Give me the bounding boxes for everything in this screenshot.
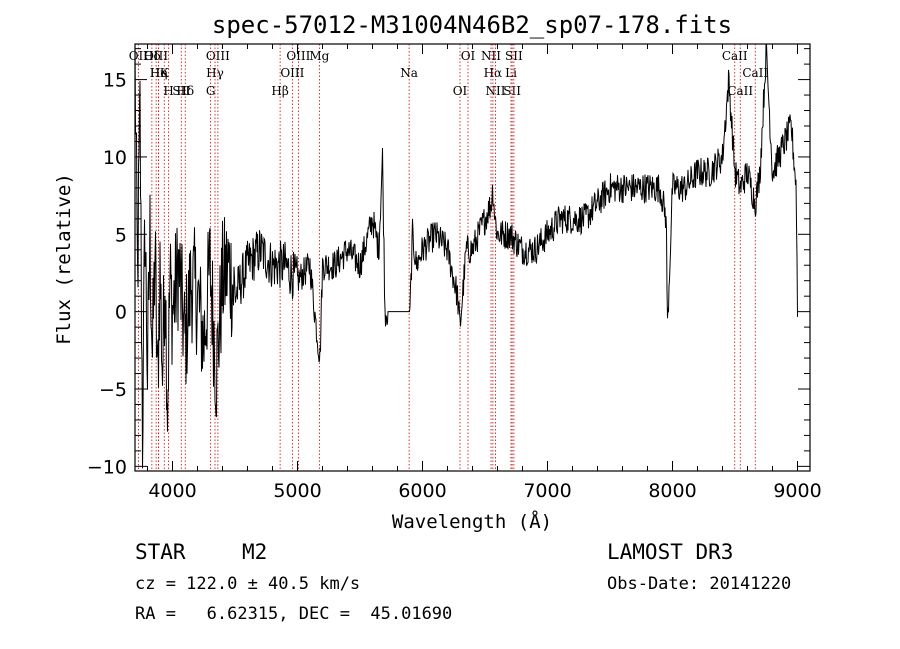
- x-tick-label-2: 6000: [398, 480, 446, 502]
- line-label-6: OIII: [144, 49, 168, 63]
- line-label-13: OIII: [280, 66, 304, 80]
- plot-frame: [134, 43, 811, 472]
- line-label-23: NII: [486, 84, 506, 98]
- line-label-12: OIII: [286, 49, 310, 63]
- y-tick-label-2: 0: [115, 302, 127, 324]
- line-label-21: NII: [481, 49, 501, 63]
- line-label-16: Na: [400, 66, 418, 80]
- spectrum-line: [134, 43, 798, 469]
- x-axis-label: Wavelength (Å): [392, 510, 552, 533]
- line-label-22: Li: [505, 66, 517, 80]
- x-tick-label-5: 9000: [773, 480, 821, 502]
- spectrum-series: [134, 43, 798, 469]
- object-class: STAR: [135, 540, 186, 564]
- y-tick-label-0: −10: [87, 456, 127, 478]
- line-label-17: OI: [453, 84, 468, 98]
- line-label-8: H: [163, 84, 173, 98]
- line-label-9: OIII: [206, 49, 230, 63]
- coordinates: RA = 6.62315, DEC = 45.01690: [135, 604, 453, 624]
- line-label-27: CaII: [722, 49, 748, 63]
- line-label-20: SII: [503, 84, 521, 98]
- x-tick-label-0: 4000: [148, 480, 196, 502]
- x-tick-label-1: 5000: [273, 480, 321, 502]
- line-label-19: Hα: [484, 66, 503, 80]
- y-axis-label: Flux (relative): [53, 173, 75, 345]
- redshift-velocity: cz = 122.0 ± 40.5 km/s: [135, 574, 361, 594]
- survey-name: LAMOST DR3: [607, 540, 734, 564]
- line-label-5: SII: [172, 84, 190, 98]
- line-label-24: SII: [505, 49, 523, 63]
- line-label-1: K: [160, 66, 170, 80]
- line-label-14: Hβ: [271, 84, 288, 98]
- axis-tick-labels: 4000 5000 6000 7000 8000 9000 −10 −5 0 5 10 15: [87, 70, 822, 502]
- line-label-10: Hγ: [206, 66, 224, 80]
- y-tick-label-3: 5: [115, 224, 127, 246]
- x-tick-label-4: 8000: [648, 480, 696, 502]
- line-label-7: Hη: [150, 66, 168, 80]
- line-label-15: Mg: [309, 49, 329, 63]
- chart-title: spec-57012-M31004N46B2_sp07-178.fits: [212, 11, 732, 39]
- axis-ticks: [135, 44, 810, 471]
- line-label-11: G: [206, 84, 216, 98]
- object-subclass: M2: [242, 540, 268, 564]
- y-tick-label-4: 10: [103, 147, 127, 169]
- line-label-2: Hδ: [176, 84, 194, 98]
- line-label-3: OII: [129, 49, 149, 63]
- line-label-26: CaII: [727, 84, 753, 98]
- x-tick-label-3: 7000: [523, 480, 571, 502]
- y-tick-label-5: 15: [103, 70, 127, 92]
- line-label-18: OI: [461, 49, 476, 63]
- line-label-25: CaII: [742, 66, 768, 80]
- observation-date: Obs-Date: 20141220: [607, 574, 792, 594]
- y-tick-label-1: −5: [99, 379, 127, 401]
